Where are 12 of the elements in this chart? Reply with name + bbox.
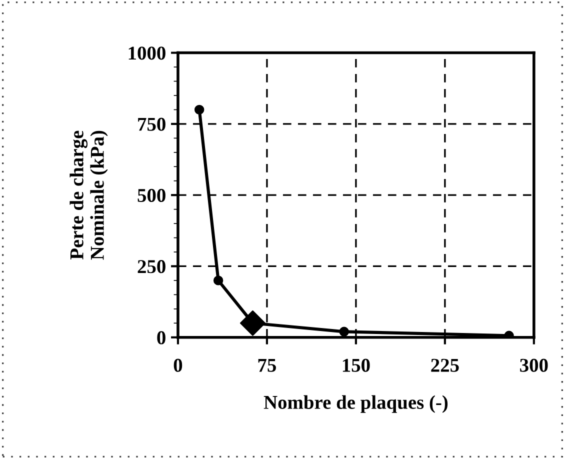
y-tick-label: 250 bbox=[138, 260, 166, 274]
y-axis-title: Perte de charge Nominale (kPa) bbox=[70, 130, 108, 260]
x-tick-label: 75 bbox=[258, 358, 276, 372]
y-tick-label: 500 bbox=[138, 188, 166, 202]
y-tick-label: 1000 bbox=[128, 46, 166, 60]
y-tick-label: 0 bbox=[157, 331, 166, 344]
x-tick-label: 300 bbox=[520, 358, 548, 372]
y-tick-label: 750 bbox=[138, 118, 166, 131]
x-axis-title: Nombre de plaques (-) bbox=[264, 395, 448, 413]
x-tick-label: 150 bbox=[342, 358, 370, 372]
x-tick-label: 225 bbox=[431, 358, 459, 372]
x-tick-label: 0 bbox=[174, 358, 182, 372]
